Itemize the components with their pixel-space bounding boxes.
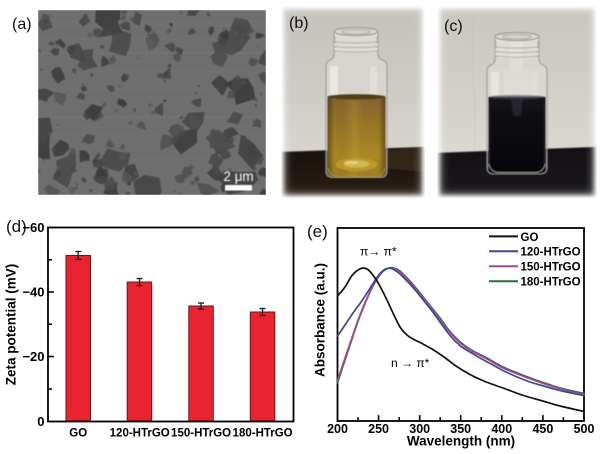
svg-text:Zeta potential (mV): Zeta potential (mV): [4, 264, 19, 386]
svg-text:250: 250: [368, 422, 389, 436]
svg-text:180-HTrGO: 180-HTrGO: [521, 277, 581, 289]
svg-text:300: 300: [409, 422, 430, 436]
svg-text:2 μm: 2 μm: [223, 169, 253, 184]
svg-text:(e): (e): [307, 222, 328, 241]
svg-text:500: 500: [574, 422, 595, 436]
svg-text:n → π*: n → π*: [391, 356, 430, 370]
svg-text:150-HTrGO: 150-HTrGO: [521, 262, 581, 274]
svg-text:π→ π*: π→ π*: [360, 245, 397, 259]
svg-text:200: 200: [327, 422, 348, 436]
svg-text:GO: GO: [521, 232, 539, 244]
svg-text:(d): (d): [6, 217, 27, 236]
svg-text:350: 350: [450, 422, 471, 436]
svg-text:120-HTrGO: 120-HTrGO: [521, 247, 581, 259]
svg-text:400: 400: [491, 422, 512, 436]
svg-text:180-HTrGO: 180-HTrGO: [233, 427, 293, 439]
svg-text:−20: −20: [22, 349, 44, 364]
svg-text:−40: −40: [22, 285, 44, 300]
svg-text:−60: −60: [22, 220, 44, 235]
svg-text:120-HTrGO: 120-HTrGO: [110, 427, 170, 439]
svg-text:Absorbance (a.u.): Absorbance (a.u.): [313, 263, 328, 377]
svg-text:GO: GO: [69, 427, 87, 439]
svg-text:Wavelength (nm): Wavelength (nm): [407, 434, 515, 449]
svg-text:150-HTrGO: 150-HTrGO: [171, 427, 231, 439]
svg-text:0: 0: [37, 414, 44, 429]
svg-text:450: 450: [532, 422, 553, 436]
